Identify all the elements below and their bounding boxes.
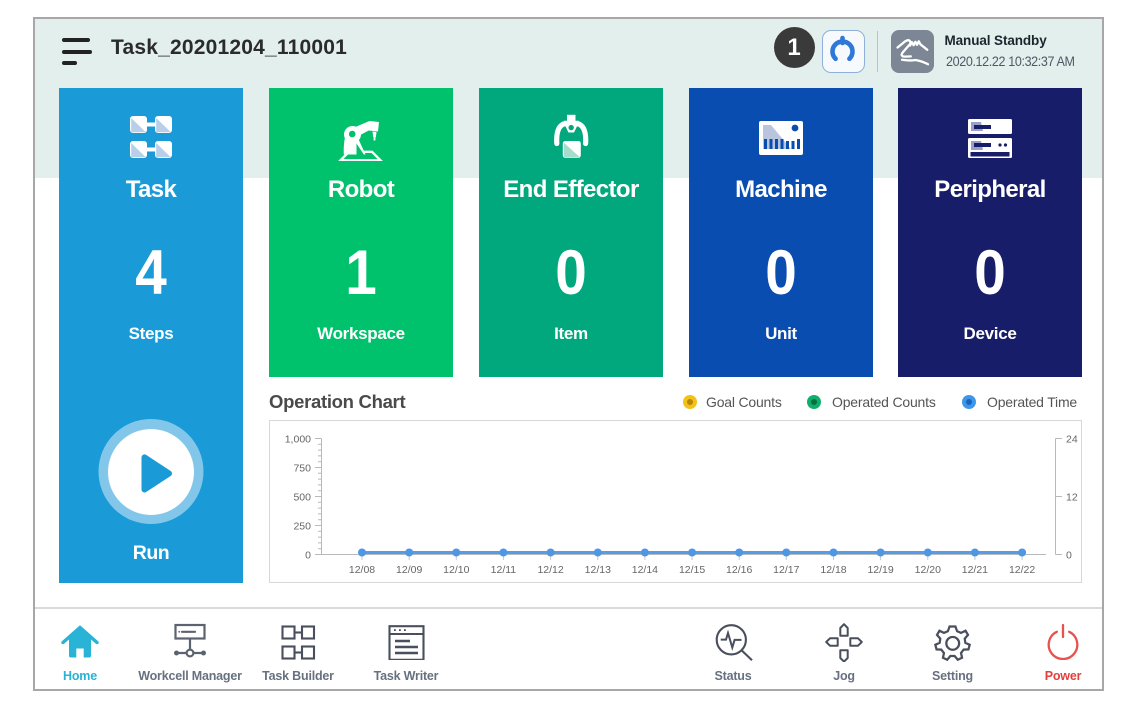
svg-text:12/11: 12/11 bbox=[491, 564, 517, 576]
svg-text:24: 24 bbox=[1066, 434, 1078, 446]
svg-text:12/20: 12/20 bbox=[915, 564, 941, 576]
svg-text:12/19: 12/19 bbox=[867, 564, 893, 576]
svg-text:12/08: 12/08 bbox=[349, 564, 375, 576]
svg-text:12/14: 12/14 bbox=[632, 564, 658, 576]
svg-text:12/18: 12/18 bbox=[820, 564, 846, 576]
svg-text:12: 12 bbox=[1066, 492, 1078, 504]
svg-text:12/10: 12/10 bbox=[443, 564, 469, 576]
svg-text:12/13: 12/13 bbox=[585, 564, 611, 576]
svg-text:12/17: 12/17 bbox=[773, 564, 799, 576]
svg-text:1,000: 1,000 bbox=[285, 434, 311, 446]
svg-text:12/16: 12/16 bbox=[726, 564, 752, 576]
svg-text:250: 250 bbox=[293, 521, 311, 533]
svg-text:750: 750 bbox=[293, 463, 311, 475]
svg-text:12/15: 12/15 bbox=[679, 564, 705, 576]
svg-text:500: 500 bbox=[293, 492, 311, 504]
svg-text:12/21: 12/21 bbox=[962, 564, 988, 576]
svg-text:0: 0 bbox=[305, 550, 311, 562]
svg-text:12/12: 12/12 bbox=[537, 564, 563, 576]
svg-text:12/09: 12/09 bbox=[396, 564, 422, 576]
svg-text:0: 0 bbox=[1066, 550, 1072, 562]
svg-text:12/22: 12/22 bbox=[1009, 564, 1035, 576]
